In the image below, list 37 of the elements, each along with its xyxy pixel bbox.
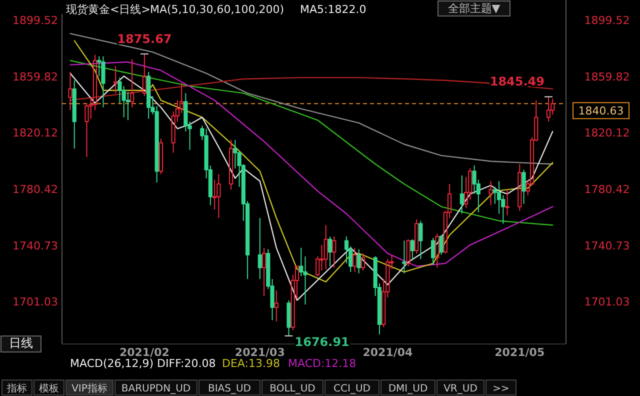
y2-tick-label: 1780.42: [12, 183, 58, 196]
header: 现货黄金<日线>MA(5,10,30,60,100,200): [66, 3, 284, 16]
text: 模板: [39, 382, 59, 394]
text: BIAS_UD: [208, 384, 252, 394]
y-tick-label: 1899.52: [584, 14, 630, 28]
annotation: 1875.67: [117, 32, 172, 46]
y-tick-label: 1820.12: [584, 126, 630, 140]
y2-tick-label: 1899.52: [12, 14, 58, 28]
y2-tick-label: 1859.82: [12, 70, 58, 84]
ref-line-label: 1840.63: [578, 104, 624, 118]
annotation: 1676.91: [294, 334, 350, 349]
y-tick-label: 1701.03: [584, 296, 630, 309]
y-tick-label: 1859.82: [584, 70, 630, 84]
y-tick-label: 1780.42: [584, 183, 630, 196]
text: DEA:13.98: [222, 357, 280, 370]
x-tick-label: 2021/03: [234, 346, 285, 359]
text: VR_UD: [444, 384, 478, 394]
x-tick-label: 2021/04: [362, 346, 414, 359]
text: VIP指标: [72, 382, 108, 394]
text: MACD:12.18: [288, 357, 356, 370]
y2-tick-label: 1740.73: [12, 239, 58, 252]
annotation: 1845.49: [490, 74, 545, 89]
y-tick-label: 1740.73: [584, 239, 630, 252]
y2-tick-label: 1701.03: [12, 296, 58, 309]
text: CCI_UD: [334, 384, 371, 394]
text: 全部主题▼: [448, 2, 501, 15]
x-tick-label: 2021/02: [119, 346, 170, 359]
text: BARUPDN_UD: [121, 384, 191, 394]
text: MACD(26,12,9) DIFF:20.08: [70, 357, 216, 370]
text: >>: [492, 384, 510, 394]
x-tick-label: 2021/05: [494, 346, 545, 359]
text: 指标: [6, 382, 27, 394]
text: 日线: [9, 336, 33, 350]
text: BOLL_UD: [270, 384, 316, 394]
text: MA5:1822.0: [300, 3, 366, 16]
text: DMI_UD: [388, 384, 428, 394]
y2-tick-label: 1820.12: [12, 126, 58, 140]
